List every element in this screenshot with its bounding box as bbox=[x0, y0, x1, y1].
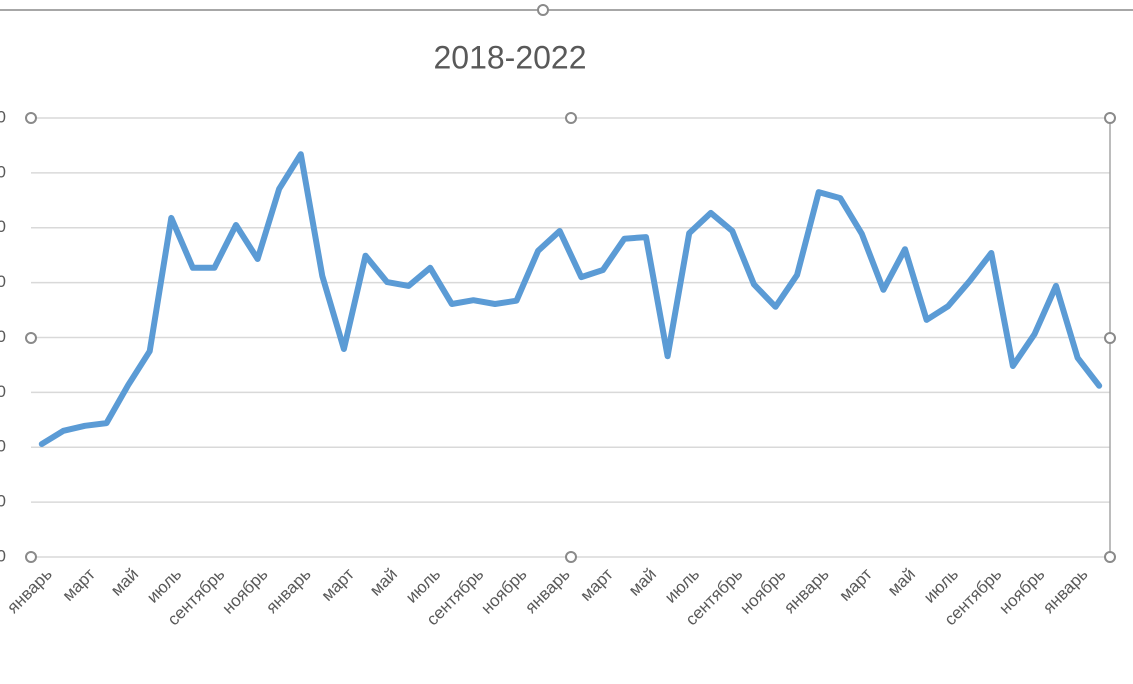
resize-handle[interactable] bbox=[565, 112, 577, 124]
x-tick-label: январь bbox=[262, 564, 315, 617]
y-tick-label: 60 bbox=[0, 217, 6, 236]
resize-handle[interactable] bbox=[565, 551, 577, 563]
chart-title: 2018-2022 bbox=[433, 39, 586, 75]
x-tick-label: май bbox=[625, 565, 660, 600]
y-tick-label: 50 bbox=[0, 272, 6, 291]
x-tick-label: январь bbox=[3, 564, 56, 617]
data-line bbox=[38, 151, 1103, 447]
resize-handle[interactable] bbox=[1104, 332, 1116, 344]
x-tick-label: март bbox=[59, 564, 99, 604]
y-tick-label: 20 bbox=[0, 437, 6, 456]
x-tick-label: март bbox=[318, 564, 358, 604]
x-tick-label: ноябрь bbox=[477, 564, 530, 617]
y-tick-label: 80 bbox=[0, 107, 6, 126]
resize-handle[interactable] bbox=[25, 551, 37, 563]
y-tick-label: 10 bbox=[0, 492, 6, 511]
x-tick-label: март bbox=[577, 564, 617, 604]
resize-handle[interactable] bbox=[537, 4, 549, 16]
y-tick-label: 0 bbox=[0, 546, 6, 565]
x-tick-label: ноябрь bbox=[218, 564, 271, 617]
x-tick-label: май bbox=[884, 565, 919, 600]
resize-handle[interactable] bbox=[1104, 112, 1116, 124]
x-tick-label: май bbox=[366, 565, 401, 600]
x-tick-label: январь bbox=[521, 564, 574, 617]
y-tick-label: 70 bbox=[0, 162, 6, 181]
x-tick-label: март bbox=[836, 564, 876, 604]
x-tick-label: ноябрь bbox=[995, 564, 1048, 617]
x-tick-label: май bbox=[107, 565, 142, 600]
x-tick-label: январь bbox=[1039, 564, 1092, 617]
plot-handles bbox=[25, 112, 1116, 563]
resize-handle[interactable] bbox=[25, 332, 37, 344]
resize-handle[interactable] bbox=[25, 112, 37, 124]
resize-handle[interactable] bbox=[1104, 551, 1116, 563]
y-tick-label: 30 bbox=[0, 382, 6, 401]
y-tick-label: 40 bbox=[0, 327, 6, 346]
x-tick-label: ноябрь bbox=[736, 564, 789, 617]
x-tick-label: январь bbox=[780, 564, 833, 617]
